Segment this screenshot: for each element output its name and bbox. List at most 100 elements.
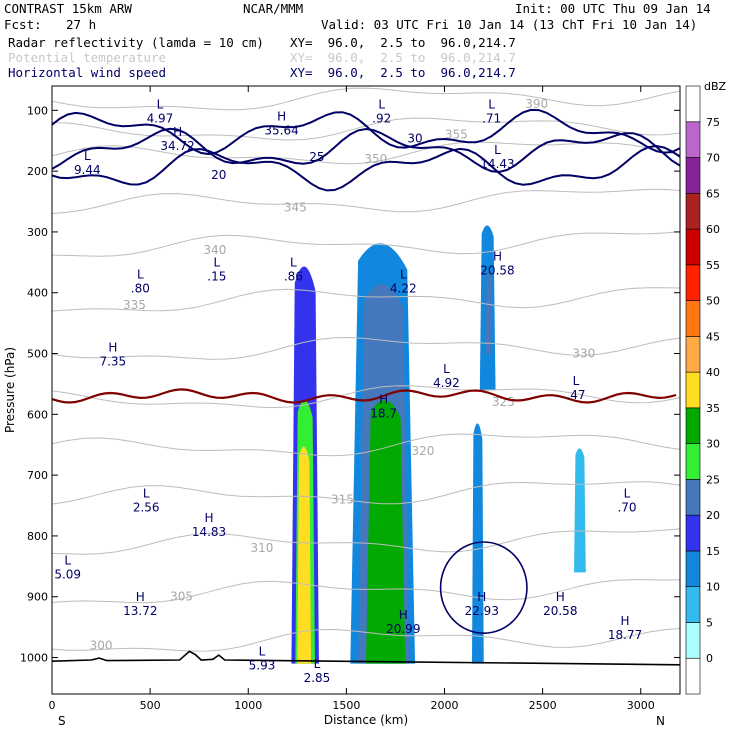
extremum-type-12: H [493,249,502,263]
x-tick-label-1500: 1500 [332,699,360,712]
theta-label-315: 315 [331,492,354,506]
extremum-value-2: 35.64 [264,124,298,138]
theta-label-300: 300 [90,638,113,652]
extremum-value-13: 7.35 [99,355,126,369]
colorbar-label-15: 15 [706,545,720,558]
plot-frame [51,85,681,695]
y-axis-title: Pressure (hPa) [3,347,17,433]
colorbar-segment-15 [685,121,701,158]
extremum-type-27: L [314,657,321,671]
colorbar-label-45: 45 [706,330,720,343]
y-tick-label-500: 500 [27,348,48,361]
theta-contour-330 [52,336,680,360]
theta-label-335: 335 [123,298,146,312]
wind-contour-30 [52,108,680,156]
colorbar-label-55: 55 [706,259,720,272]
extremum-type-4: L [378,97,385,111]
field-3-xy: XY= 96.0, 2.5 to 96.0,214.7 [290,65,516,80]
field-1-name: Radar reflectivity (lamda = 10 cm) [8,35,264,50]
x-tick-label-0: 0 [49,699,56,712]
reflectivity-cell-9 [471,423,484,664]
fcst-value: 27 h [66,17,97,32]
colorbar-label-40: 40 [706,366,720,379]
theta-label-320: 320 [411,444,434,458]
extremum-type-19: L [624,487,631,501]
extremum-value-3: 34.72 [160,139,194,153]
theta-contour-320 [52,433,680,457]
extremum-type-7: L [494,143,501,157]
extremum-value-6: 9.44 [74,163,101,177]
theta-label-390: 390 [525,97,548,111]
extremum-value-8: .80 [131,282,150,296]
x-axis-end-right: N [656,714,665,728]
y-tick-label-200: 200 [27,165,48,178]
colorbar-label-30: 30 [706,438,720,451]
colorbar-label-60: 60 [706,223,720,236]
extremum-type-21: H [136,590,145,604]
terrain-line [52,650,680,666]
x-tick-label-2000: 2000 [431,699,459,712]
colorbar-label-50: 50 [706,295,720,308]
extremum-value-10: .86 [284,269,303,283]
extremum-value-23: 20.58 [543,604,577,618]
colorbar-segment-16 [685,85,701,123]
extremum-type-9: L [214,255,221,269]
extremum-value-17: 2.56 [133,501,160,515]
theta-label-345: 345 [284,201,307,215]
extremum-value-14: 4.92 [433,376,460,390]
wind-label-25: 25 [309,150,324,164]
reflectivity-cell-10 [574,448,586,573]
theta-contour-325 [52,385,680,409]
colorbar-segment-7 [685,407,701,444]
y-tick-label-800: 800 [27,530,48,543]
x-tick-label-3000: 3000 [627,699,655,712]
theta-contour-350 [52,141,680,165]
theta-label-330: 330 [572,347,595,361]
extremum-value-9: .15 [207,269,226,283]
extremum-value-20: 5.09 [54,567,81,581]
init-time: Init: 00 UTC Thu 09 Jan 14 [515,1,711,16]
extremum-type-1: L [157,97,164,111]
colorbar-segment-14 [685,157,701,194]
theta-label-310: 310 [251,541,274,555]
reflectivity-cell-8 [485,270,492,354]
theta-label-355: 355 [445,128,468,142]
extremum-value-12: 20.58 [480,263,514,277]
zero-isotherm [52,388,677,404]
valid-time: Valid: 03 UTC Fri 10 Jan 14 (13 ChT Fri … [321,17,698,32]
wind-contour-20 [52,144,680,192]
wind-contour-25 [52,127,680,173]
colorbar-label-75: 75 [706,116,720,129]
colorbar-label-0: 0 [706,652,713,665]
field-2-xy: XY= 96.0, 2.5 to 96.0,214.7 [290,50,516,65]
colorbar-label-70: 70 [706,152,720,165]
extremum-type-10: L [290,255,297,269]
colorbar-segment-3 [685,550,701,588]
x-tick-label-500: 500 [140,699,161,712]
extremum-type-20: L [64,553,71,567]
extremum-value-22: 22.93 [465,604,499,618]
theta-label-340: 340 [203,243,226,257]
y-tick-label-300: 300 [27,226,48,239]
colorbar-label-35: 35 [706,402,720,415]
org-label: NCAR/MMM [243,1,304,16]
colorbar-segment-4 [685,514,701,552]
x-axis-end-left: S [58,714,66,728]
theta-contour-300 [52,628,680,652]
extremum-type-8: L [137,268,144,282]
field-3-name: Horizontal wind speed [8,65,167,80]
reflectivity-cell-3 [297,446,312,664]
theta-contour-345 [52,188,680,214]
extremum-value-26: 5.93 [249,659,276,673]
theta-contour-335 [52,287,680,312]
y-tick-label-600: 600 [27,408,48,421]
extremum-value-24: 20.99 [386,622,420,636]
colorbar-segment-9 [685,336,701,373]
x-tick-label-1000: 1000 [234,699,262,712]
colorbar-segment-12 [685,228,701,266]
theta-contour-390 [52,87,680,111]
model-title: CONTRAST 15km ARW [4,1,132,16]
extremum-value-25: 18.77 [608,628,642,642]
extremum-value-19: .70 [617,501,636,515]
